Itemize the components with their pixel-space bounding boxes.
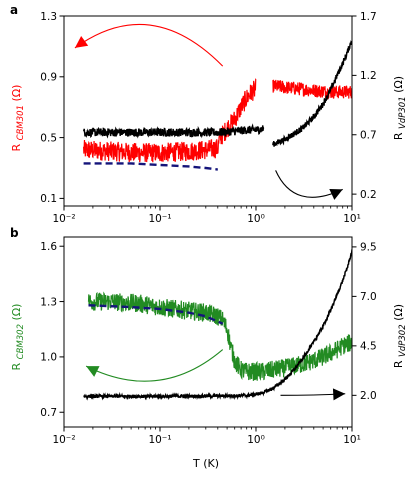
plot-lines bbox=[83, 249, 352, 401]
panel-label-a: a bbox=[10, 3, 18, 17]
left-axis-label-a: R CBM301 (Ω) bbox=[10, 85, 26, 152]
left-tick-label: 1.3 bbox=[40, 296, 57, 308]
series-line-black bbox=[83, 249, 352, 401]
panel-b: b 10⁻² 10⁻¹ 10⁰ 10¹ 0.7 1.0 1.3 1.6 2.0 4.5 7.0 9.5… bbox=[10, 226, 408, 470]
x-tick-label: 10⁻¹ bbox=[148, 434, 171, 446]
left-tick-label: 0.7 bbox=[40, 407, 57, 419]
left-tick-label: 0.9 bbox=[40, 72, 57, 84]
x-tick-label: 10¹ bbox=[343, 434, 361, 446]
fit-line bbox=[88, 304, 224, 325]
arrow-curve-0 bbox=[74, 23, 224, 67]
left-tick-label: 1.0 bbox=[40, 352, 57, 364]
x-tick-label: 10⁻² bbox=[52, 434, 75, 446]
arrow-head-1 bbox=[332, 388, 346, 401]
right-axis-label-b: R VdP302 (Ω) bbox=[392, 304, 408, 368]
right-tick-label: 9.5 bbox=[360, 242, 377, 254]
left-axis-label-b: R CBM302 (Ω) bbox=[10, 304, 26, 371]
panel-a: a 10⁻² 10⁻¹ 10⁰ 10¹ 0.1 0.5 0.9 1.3 0.2 0.7 1.2 1.7… bbox=[10, 3, 408, 225]
series-line-1 bbox=[272, 79, 352, 100]
right-tick-label: 2.0 bbox=[360, 390, 377, 402]
right-tick-label: 0.2 bbox=[360, 189, 377, 201]
right-tick-label: 0.7 bbox=[360, 130, 377, 142]
x-tick-label: 10¹ bbox=[343, 213, 361, 225]
series-line-2 bbox=[82, 123, 265, 139]
right-tick-label: 4.5 bbox=[360, 341, 377, 353]
plot-lines bbox=[82, 40, 352, 171]
plot-frame bbox=[63, 236, 353, 428]
x-axis-label: T (K) bbox=[192, 457, 219, 470]
left-tick-label: 0.5 bbox=[40, 132, 57, 144]
plot-frame bbox=[63, 15, 353, 207]
right-tick-label: 1.7 bbox=[360, 11, 377, 23]
arrow-head-1 bbox=[329, 188, 343, 200]
x-tick-label: 10⁰ bbox=[247, 434, 265, 446]
left-tick-label: 1.3 bbox=[40, 11, 57, 23]
left-tick-label: 0.1 bbox=[40, 193, 57, 205]
x-tick-label: 10⁰ bbox=[247, 213, 265, 225]
plot-area-a: 10⁻² 10⁻¹ 10⁰ 10¹ 0.1 0.5 0.9 1.3 0.2 0.7 1.2 1.7 bbox=[40, 11, 376, 225]
fit-line bbox=[83, 162, 218, 171]
panel-label-b: b bbox=[10, 226, 19, 240]
arrow-head-0 bbox=[74, 36, 89, 48]
left-tick-label: 1.6 bbox=[40, 241, 57, 253]
right-axis-label-a: R VdP301 (Ω) bbox=[392, 76, 408, 140]
arrow-head-0 bbox=[86, 366, 100, 377]
plot-area-b: 10⁻² 10⁻¹ 10⁰ 10¹ 0.7 1.0 1.3 1.6 2.0 4.5 7.0 9.5 bbox=[40, 236, 377, 446]
x-tick-label: 10⁻² bbox=[52, 213, 75, 225]
series-line-0 bbox=[83, 78, 257, 163]
right-tick-label: 1.2 bbox=[360, 70, 377, 82]
arrow-curve-0 bbox=[85, 349, 224, 382]
right-tick-label: 7.0 bbox=[360, 291, 377, 303]
x-tick-label: 10⁻¹ bbox=[148, 213, 171, 225]
series-line-3 bbox=[272, 40, 352, 147]
